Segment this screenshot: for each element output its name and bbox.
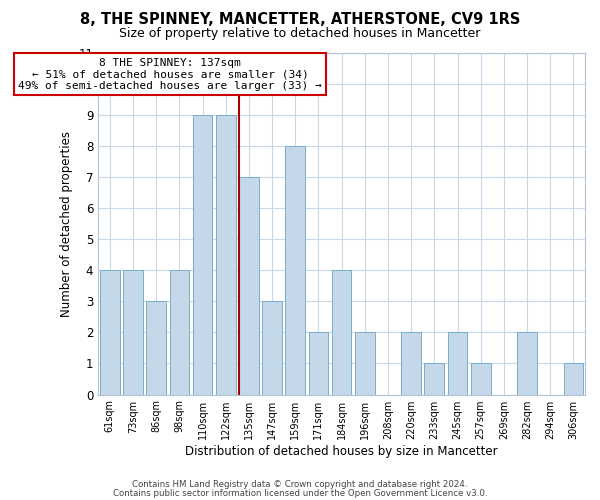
Bar <box>170 270 189 394</box>
Bar <box>239 177 259 394</box>
X-axis label: Distribution of detached houses by size in Mancetter: Distribution of detached houses by size … <box>185 444 498 458</box>
Bar <box>123 270 143 394</box>
Bar <box>146 302 166 394</box>
Y-axis label: Number of detached properties: Number of detached properties <box>60 130 73 316</box>
Bar <box>424 364 444 394</box>
Bar <box>332 270 352 394</box>
Bar <box>517 332 537 394</box>
Bar <box>100 270 119 394</box>
Text: 8 THE SPINNEY: 137sqm
← 51% of detached houses are smaller (34)
49% of semi-deta: 8 THE SPINNEY: 137sqm ← 51% of detached … <box>18 58 322 91</box>
Bar <box>355 332 374 394</box>
Text: 8, THE SPINNEY, MANCETTER, ATHERSTONE, CV9 1RS: 8, THE SPINNEY, MANCETTER, ATHERSTONE, C… <box>80 12 520 28</box>
Bar <box>193 114 212 394</box>
Bar <box>401 332 421 394</box>
Bar <box>471 364 491 394</box>
Bar <box>308 332 328 394</box>
Text: Contains public sector information licensed under the Open Government Licence v3: Contains public sector information licen… <box>113 488 487 498</box>
Text: Size of property relative to detached houses in Mancetter: Size of property relative to detached ho… <box>119 28 481 40</box>
Bar <box>448 332 467 394</box>
Bar <box>262 302 282 394</box>
Bar <box>563 364 583 394</box>
Text: Contains HM Land Registry data © Crown copyright and database right 2024.: Contains HM Land Registry data © Crown c… <box>132 480 468 489</box>
Bar <box>216 114 236 394</box>
Bar <box>286 146 305 394</box>
